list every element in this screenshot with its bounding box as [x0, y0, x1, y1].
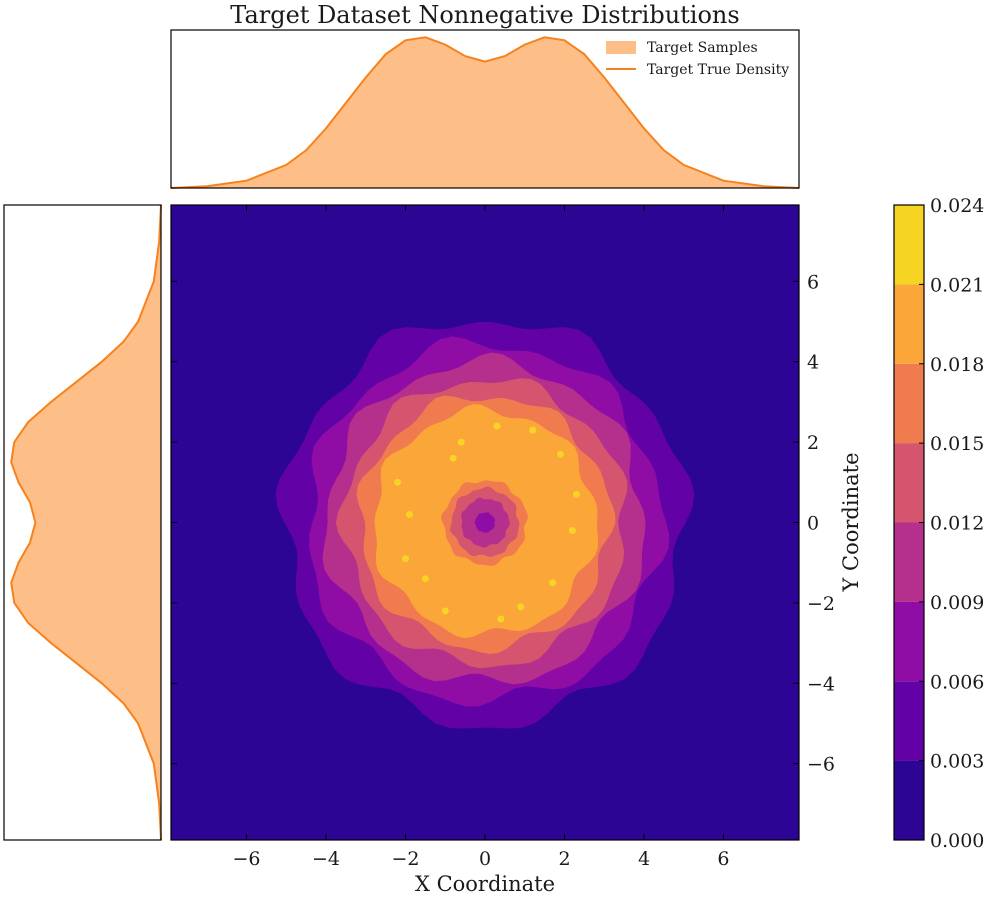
y-tick-label: 2 — [807, 432, 819, 454]
peak-density-spot — [457, 438, 465, 446]
peak-density-spot — [402, 555, 409, 563]
peak-density-spot — [557, 450, 564, 458]
marginal-x-frame — [170, 29, 800, 189]
y-axis-title: Y Coordinate — [839, 452, 863, 592]
peak-density-spot — [394, 478, 402, 486]
y-tick-label: −4 — [807, 673, 835, 695]
y-tick-label: −6 — [807, 754, 835, 776]
chart-title: Target Dataset Nonnegative Distributions — [230, 1, 739, 29]
colorbar-band — [894, 601, 924, 682]
peak-density-spot — [568, 527, 576, 534]
peak-density-spot — [406, 511, 413, 518]
colorbar-band — [894, 681, 924, 761]
marginal-x-panel: Target Samples Target True Density — [170, 29, 800, 189]
colorbar-band — [894, 284, 924, 364]
peak-density-spot — [497, 615, 505, 623]
peak-density-spot — [441, 607, 449, 615]
x-tick-label: 6 — [717, 848, 729, 870]
peak-density-spot — [529, 426, 537, 434]
colorbar-tick-label: 0.021 — [930, 274, 984, 296]
legend: Target Samples Target True Density — [606, 40, 789, 78]
marginal-y-density-line — [10, 204, 162, 841]
peak-density-spot — [517, 603, 525, 611]
colorbar-tick-label: 0.018 — [930, 354, 984, 376]
x-tick-label: −2 — [391, 848, 419, 870]
marginal-y-panel — [3, 204, 162, 841]
x-tick-label: −6 — [233, 848, 261, 870]
colorbar-band — [894, 363, 924, 444]
marginal-y-samples-area — [11, 205, 162, 840]
colorbar-tick-label: 0.024 — [930, 195, 984, 217]
marginal-y-frame — [3, 204, 162, 841]
peak-density-spot — [449, 454, 457, 462]
colorbar-tick-label: 0.009 — [930, 592, 984, 614]
legend-label-density: Target True Density — [647, 62, 789, 78]
legend-swatch-samples — [606, 41, 636, 54]
y-tick-label: 4 — [807, 352, 819, 374]
peak-density-spot — [421, 575, 429, 583]
contour-level-0.018 — [374, 404, 598, 639]
y-tick-label: 6 — [807, 271, 819, 293]
x-tick-label: −4 — [312, 848, 340, 870]
peak-density-spot — [549, 579, 557, 587]
legend-label-samples: Target Samples — [647, 40, 758, 56]
colorbar-tick-label: 0.015 — [930, 433, 984, 455]
x-tick-label: 0 — [479, 848, 491, 870]
colorbar-band — [894, 205, 924, 285]
contour-plot: −6 −4 −2 0 2 4 6 −6 −4 −2 0 2 4 6 X Coordinate Y Coo… — [170, 204, 863, 896]
colorbar-tick-label: 0.000 — [930, 830, 984, 852]
peak-density-spot — [493, 422, 501, 430]
y-tick-label: 0 — [807, 513, 819, 535]
x-tick-label: 2 — [558, 848, 570, 870]
marginal-x-density-line — [170, 36, 800, 189]
colorbar-band — [894, 760, 924, 840]
y-tick-label: −2 — [807, 593, 835, 615]
marginal-x-samples-area — [171, 37, 799, 188]
colorbar-tick-label: 0.006 — [930, 671, 984, 693]
colorbar-tick-label: 0.003 — [930, 751, 984, 773]
colorbar-tick-label: 0.012 — [930, 513, 984, 535]
colorbar: 0.000 0.003 0.006 0.009 0.012 0.015 0.018 0.021… — [893, 195, 984, 852]
x-axis-title: X Coordinate — [415, 872, 555, 896]
peak-density-spot — [572, 490, 580, 498]
colorbar-band — [894, 443, 924, 523]
x-tick-label: 4 — [638, 848, 650, 870]
colorbar-band — [894, 522, 924, 602]
